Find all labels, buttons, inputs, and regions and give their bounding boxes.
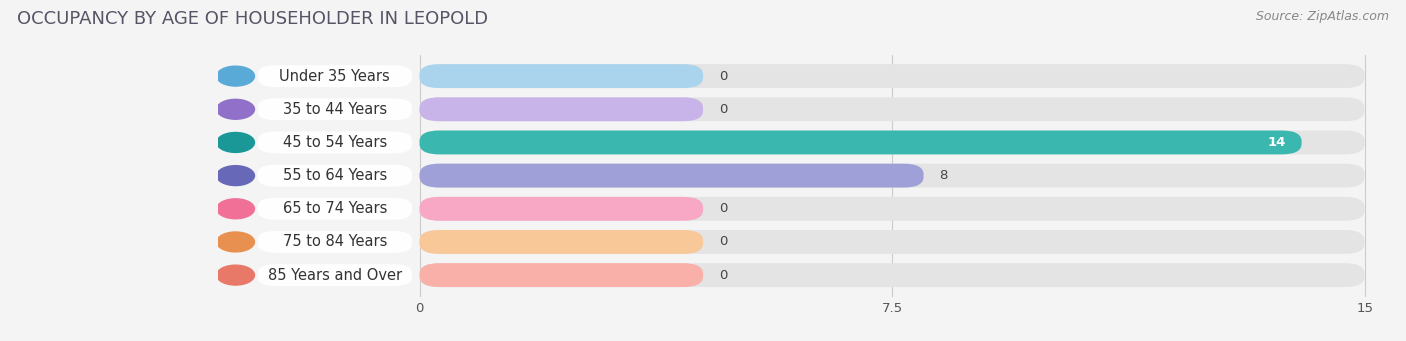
Text: Under 35 Years: Under 35 Years — [280, 69, 391, 84]
FancyBboxPatch shape — [257, 132, 412, 153]
FancyBboxPatch shape — [419, 131, 1365, 154]
FancyBboxPatch shape — [419, 263, 703, 287]
FancyBboxPatch shape — [257, 98, 412, 120]
Circle shape — [217, 99, 254, 119]
FancyBboxPatch shape — [419, 131, 1302, 154]
FancyBboxPatch shape — [419, 164, 924, 188]
FancyBboxPatch shape — [419, 97, 1365, 121]
Text: 55 to 64 Years: 55 to 64 Years — [283, 168, 387, 183]
Circle shape — [217, 265, 254, 285]
FancyBboxPatch shape — [257, 165, 412, 187]
Text: 75 to 84 Years: 75 to 84 Years — [283, 235, 387, 250]
FancyBboxPatch shape — [257, 264, 412, 286]
FancyBboxPatch shape — [419, 64, 1365, 88]
Text: 0: 0 — [718, 70, 727, 83]
Circle shape — [217, 66, 254, 86]
Text: OCCUPANCY BY AGE OF HOUSEHOLDER IN LEOPOLD: OCCUPANCY BY AGE OF HOUSEHOLDER IN LEOPO… — [17, 10, 488, 28]
FancyBboxPatch shape — [419, 230, 703, 254]
Text: 85 Years and Over: 85 Years and Over — [267, 268, 402, 283]
FancyBboxPatch shape — [419, 230, 1365, 254]
Circle shape — [217, 166, 254, 186]
Text: 0: 0 — [718, 269, 727, 282]
Text: 65 to 74 Years: 65 to 74 Years — [283, 201, 387, 216]
FancyBboxPatch shape — [419, 197, 1365, 221]
Text: 14: 14 — [1267, 136, 1286, 149]
FancyBboxPatch shape — [419, 164, 1365, 188]
Text: 0: 0 — [718, 235, 727, 249]
Text: 8: 8 — [939, 169, 948, 182]
Text: 0: 0 — [718, 202, 727, 215]
Circle shape — [217, 199, 254, 219]
FancyBboxPatch shape — [257, 65, 412, 87]
Text: 45 to 54 Years: 45 to 54 Years — [283, 135, 387, 150]
Text: Source: ZipAtlas.com: Source: ZipAtlas.com — [1256, 10, 1389, 23]
FancyBboxPatch shape — [257, 198, 412, 220]
FancyBboxPatch shape — [419, 64, 703, 88]
Circle shape — [217, 133, 254, 152]
FancyBboxPatch shape — [419, 263, 1365, 287]
Text: 0: 0 — [718, 103, 727, 116]
Circle shape — [217, 232, 254, 252]
FancyBboxPatch shape — [257, 231, 412, 253]
Text: 35 to 44 Years: 35 to 44 Years — [283, 102, 387, 117]
FancyBboxPatch shape — [419, 197, 703, 221]
FancyBboxPatch shape — [419, 97, 703, 121]
